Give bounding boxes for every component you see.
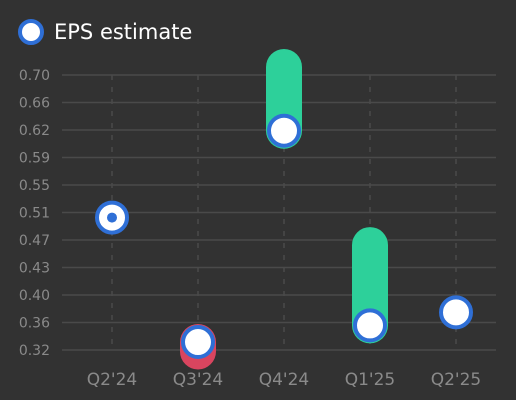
x-tick-label: Q1'25 — [345, 370, 396, 390]
y-tick-label: 0.55 — [19, 178, 50, 194]
y-tick-label: 0.59 — [19, 151, 50, 167]
y-tick-label: 0.43 — [19, 261, 50, 277]
x-tick-label: Q4'24 — [259, 370, 310, 390]
legend: EPS estimate — [18, 19, 192, 45]
x-tick-label: Q2'24 — [87, 370, 138, 390]
y-tick-label: 0.62 — [19, 123, 50, 139]
estimate-marker — [353, 308, 387, 343]
estimate-marker — [267, 113, 301, 148]
y-tick-label: 0.36 — [19, 316, 50, 332]
y-tick-label: 0.47 — [19, 233, 50, 249]
estimate-marker — [181, 325, 215, 360]
legend-label: EPS estimate — [54, 20, 193, 44]
y-tick-label: 0.40 — [19, 288, 50, 304]
y-tick-label: 0.51 — [19, 206, 50, 222]
y-tick-label: 0.66 — [19, 96, 50, 112]
x-tick-label: Q3'24 — [173, 370, 224, 390]
y-tick-label: 0.32 — [19, 343, 50, 359]
x-tick-label: Q2'25 — [431, 370, 482, 390]
y-tick-label: 0.70 — [19, 68, 50, 84]
estimate-marker — [439, 295, 473, 330]
estimate-center-dot — [107, 212, 117, 223]
legend-estimate-marker — [18, 19, 44, 45]
